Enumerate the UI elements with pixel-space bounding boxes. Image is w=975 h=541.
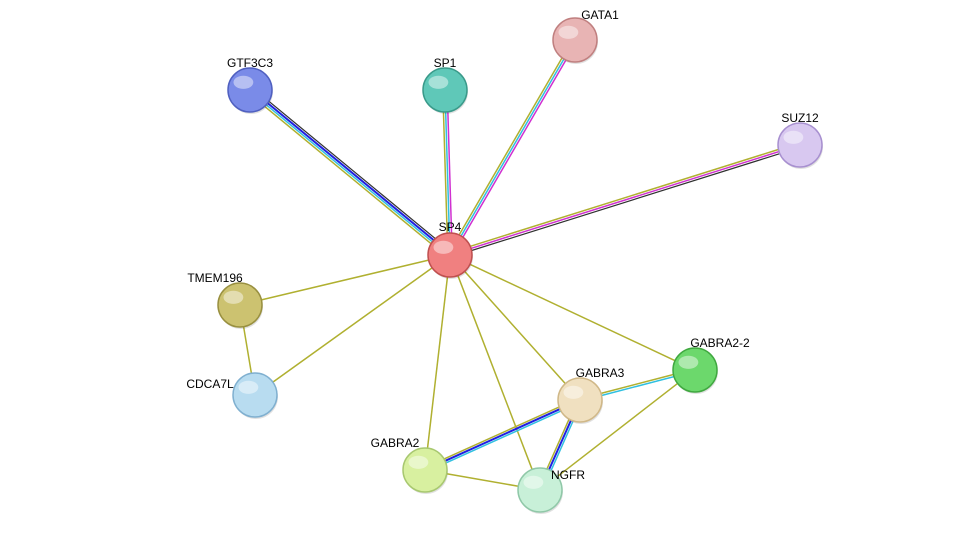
edge-NGFR-GABRA3: [551, 421, 573, 471]
edge-GABRA2-NGFR: [447, 474, 519, 486]
edge-TMEM196-CDCA7L: [244, 327, 252, 374]
node-SUZ12[interactable]: [778, 123, 822, 167]
edge-SP4-GATA1: [459, 58, 562, 235]
node-highlight: [784, 131, 804, 144]
node-GATA1[interactable]: [553, 18, 597, 62]
node-highlight: [679, 356, 699, 369]
edge-SP4-GTF3C3: [265, 107, 431, 244]
node-NGFR[interactable]: [518, 468, 562, 512]
edges-group: [244, 58, 780, 486]
node-TMEM196[interactable]: [218, 283, 262, 327]
node-highlight: [524, 476, 544, 489]
edge-NGFR-GABRA3: [549, 420, 571, 470]
edge-SP4-CDCA7L: [273, 268, 432, 382]
edge-GABRA3-GABRA2_2: [601, 374, 673, 393]
edge-SP4-TMEM196: [261, 260, 428, 300]
node-highlight: [559, 26, 579, 39]
node-highlight: [429, 76, 449, 89]
edge-SP4-SUZ12: [470, 149, 778, 246]
edge-SP4-GABRA3: [465, 271, 566, 383]
edge-SP4-GABRA2: [428, 277, 448, 448]
network-canvas: SP4GATA1SP1GTF3C3SUZ12TMEM196CDCA7LGABRA…: [0, 0, 975, 541]
network-svg: [0, 0, 975, 541]
node-CDCA7L[interactable]: [233, 373, 277, 417]
edge-SP4-SUZ12: [471, 152, 779, 249]
edge-SP4-GATA1: [461, 59, 564, 236]
edge-GABRA2-GABRA3: [444, 407, 559, 459]
node-highlight: [239, 381, 259, 394]
edge-GABRA2-GABRA3: [445, 409, 560, 461]
node-GABRA3[interactable]: [558, 378, 602, 422]
edge-SP4-SUZ12: [472, 154, 780, 251]
edge-SP4-GTF3C3: [268, 103, 434, 240]
node-GTF3C3[interactable]: [228, 68, 272, 112]
edge-SP4-GTF3C3: [269, 101, 435, 238]
node-highlight: [564, 386, 584, 399]
node-SP4[interactable]: [428, 233, 472, 277]
edge-SP4-GATA1: [463, 60, 566, 237]
edge-SP4-GTF3C3: [266, 105, 432, 242]
node-SP1[interactable]: [423, 68, 467, 112]
node-GABRA2[interactable]: [403, 448, 447, 492]
node-highlight: [234, 76, 254, 89]
edge-NGFR-GABRA3: [547, 419, 569, 469]
node-highlight: [224, 291, 244, 304]
node-highlight: [434, 241, 454, 254]
node-GABRA2_2[interactable]: [673, 348, 717, 392]
node-highlight: [409, 456, 429, 469]
edge-GABRA2-GABRA3: [446, 411, 561, 463]
edge-GABRA3-GABRA2_2: [602, 377, 674, 396]
